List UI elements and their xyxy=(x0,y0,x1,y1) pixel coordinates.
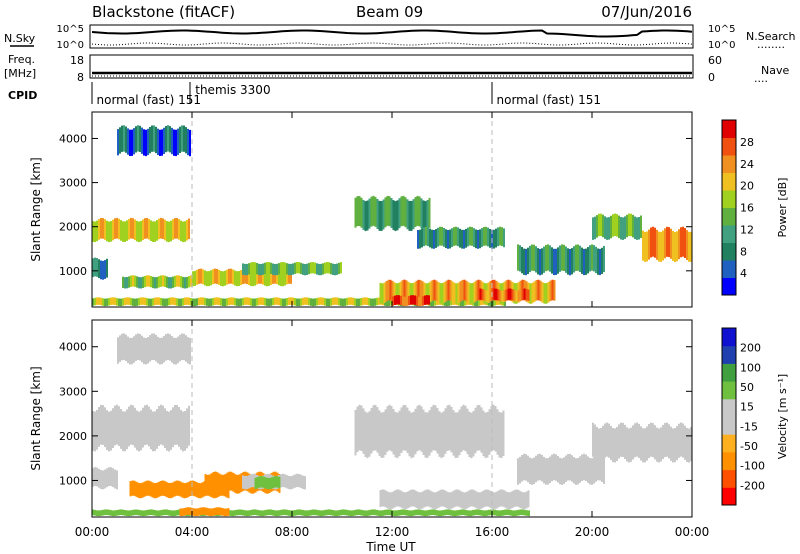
velocity-ytick-3: 4000 xyxy=(59,341,87,354)
velocity-data-region-12 xyxy=(592,422,692,463)
power-ytick-1: 2000 xyxy=(59,221,87,234)
power-ytick-3: 4000 xyxy=(59,132,87,145)
nave-label: Nave xyxy=(761,64,789,77)
velocity-cbar-tick-3: -15 xyxy=(740,420,758,433)
freq-label-line2: [MHz] xyxy=(4,67,36,80)
power-cbar-tick-3: 16 xyxy=(740,202,754,215)
xtick-4: 16:00 xyxy=(475,525,510,539)
cpid-label-1: themis 3300 xyxy=(195,83,270,97)
freq-left-bottom: 8 xyxy=(77,71,84,84)
power-data-region-0 xyxy=(117,125,191,157)
noise-left-bottom: 10^0 xyxy=(57,40,84,51)
freq-left-top: 18 xyxy=(70,54,84,67)
power-cbar-tick-5: 24 xyxy=(740,158,754,171)
velocity-data-region-9 xyxy=(354,404,505,459)
velocity-ytick-2: 3000 xyxy=(59,385,87,398)
power-data-region-1 xyxy=(92,217,190,243)
freq-right-bottom: 0 xyxy=(708,71,715,84)
noise-panel xyxy=(89,24,694,49)
xtick-6: 00:00 xyxy=(675,525,710,539)
power-cbar-tick-1: 8 xyxy=(740,245,747,258)
velocity-data-region-11 xyxy=(517,453,605,485)
velocity-data-region-8 xyxy=(179,507,230,517)
velocity-cbar-tick-1: -100 xyxy=(740,460,765,473)
velocity-data-region-1 xyxy=(92,404,190,452)
power-data-region-13 xyxy=(592,213,642,240)
x-axis-label: Time UT xyxy=(365,540,416,554)
power-cbar-label: Power [dB] xyxy=(776,178,789,238)
power-panel: 1000 2000 3000 4000 Slant Range [km] 4 8 12 16 20… xyxy=(29,111,789,308)
power-data-region-4 xyxy=(192,268,292,287)
nsearch-legend-line: ........ xyxy=(757,38,785,51)
power-ylabel: Slant Range [km] xyxy=(29,157,43,261)
velocity-colorbar: -200 -100 -50 -15 15 50 100 200 Velocity [m s⁻¹] xyxy=(721,327,789,506)
noise-right-bottom: 10^0 xyxy=(708,40,735,51)
noise-left-top: 10^5 xyxy=(57,24,84,35)
nave-legend-line: .... xyxy=(754,72,768,85)
xtick-5: 20:00 xyxy=(575,525,610,539)
velocity-data-region-6 xyxy=(254,476,281,490)
velocity-cbar-tick-4: 15 xyxy=(740,401,754,414)
cpid-label-0: normal (fast) 151 xyxy=(97,93,201,107)
xtick-3: 12:00 xyxy=(375,525,410,539)
cpid-label-2: normal (fast) 151 xyxy=(497,93,601,107)
power-data-region-3 xyxy=(122,275,192,289)
freq-label-line1: Freq. xyxy=(8,53,35,66)
date-title: 07/Jun/2016 xyxy=(601,3,692,21)
beam-title: Beam 09 xyxy=(356,3,423,21)
power-ytick-0: 1000 xyxy=(59,265,87,278)
frequency-panel xyxy=(89,54,694,79)
noise-sky-line xyxy=(91,29,693,38)
power-cbar-tick-2: 12 xyxy=(740,223,754,236)
velocity-data-region-7 xyxy=(92,509,530,517)
station-title: Blackstone (fitACF) xyxy=(92,3,235,21)
power-data-region-8 xyxy=(417,226,505,249)
power-data-region-5 xyxy=(242,262,342,276)
xtick-0: 00:00 xyxy=(75,525,110,539)
power-cbar-tick-0: 4 xyxy=(740,267,747,280)
power-data-region-12 xyxy=(517,244,605,276)
noise-search-line xyxy=(91,42,693,46)
velocity-ytick-0: 1000 xyxy=(59,474,87,487)
velocity-cbar-label: Velocity [m s⁻¹] xyxy=(776,374,789,459)
velocity-cbar-tick-6: 100 xyxy=(740,361,761,374)
freq-right-top: 60 xyxy=(708,54,722,67)
velocity-cbar-tick-0: -200 xyxy=(740,479,765,492)
noise-right-top: 10^5 xyxy=(708,24,735,35)
velocity-data-region-10 xyxy=(379,489,530,510)
velocity-cbar-tick-2: -50 xyxy=(740,440,758,453)
nsearch-label: N.Search xyxy=(746,30,796,43)
velocity-ytick-1: 2000 xyxy=(59,430,87,443)
cpid-label: CPID xyxy=(8,89,37,102)
xtick-2: 08:00 xyxy=(275,525,310,539)
velocity-data-region-2 xyxy=(92,467,118,490)
power-data-region-10 xyxy=(392,295,430,307)
velocity-cbar-tick-7: 200 xyxy=(740,342,761,355)
power-data-region-7 xyxy=(354,195,431,232)
power-cbar-tick-6: 28 xyxy=(740,136,754,149)
velocity-cbar-tick-5: 50 xyxy=(740,381,754,394)
power-data-region-11 xyxy=(479,288,530,302)
power-cbar-tick-4: 20 xyxy=(740,180,754,193)
xtick-1: 04:00 xyxy=(175,525,210,539)
velocity-panel: 1000 2000 3000 4000 Slant Range [km] -200 -100… xyxy=(29,319,789,539)
nsky-label: N.Sky xyxy=(4,32,36,45)
power-ytick-2: 3000 xyxy=(59,177,87,190)
power-colorbar: 4 8 12 16 20 24 28 Power [dB] xyxy=(721,119,789,296)
velocity-ylabel: Slant Range [km] xyxy=(29,366,43,470)
power-data-region-14 xyxy=(642,226,692,262)
power-data-region-2 xyxy=(92,257,108,280)
velocity-data-region-0 xyxy=(117,333,191,365)
